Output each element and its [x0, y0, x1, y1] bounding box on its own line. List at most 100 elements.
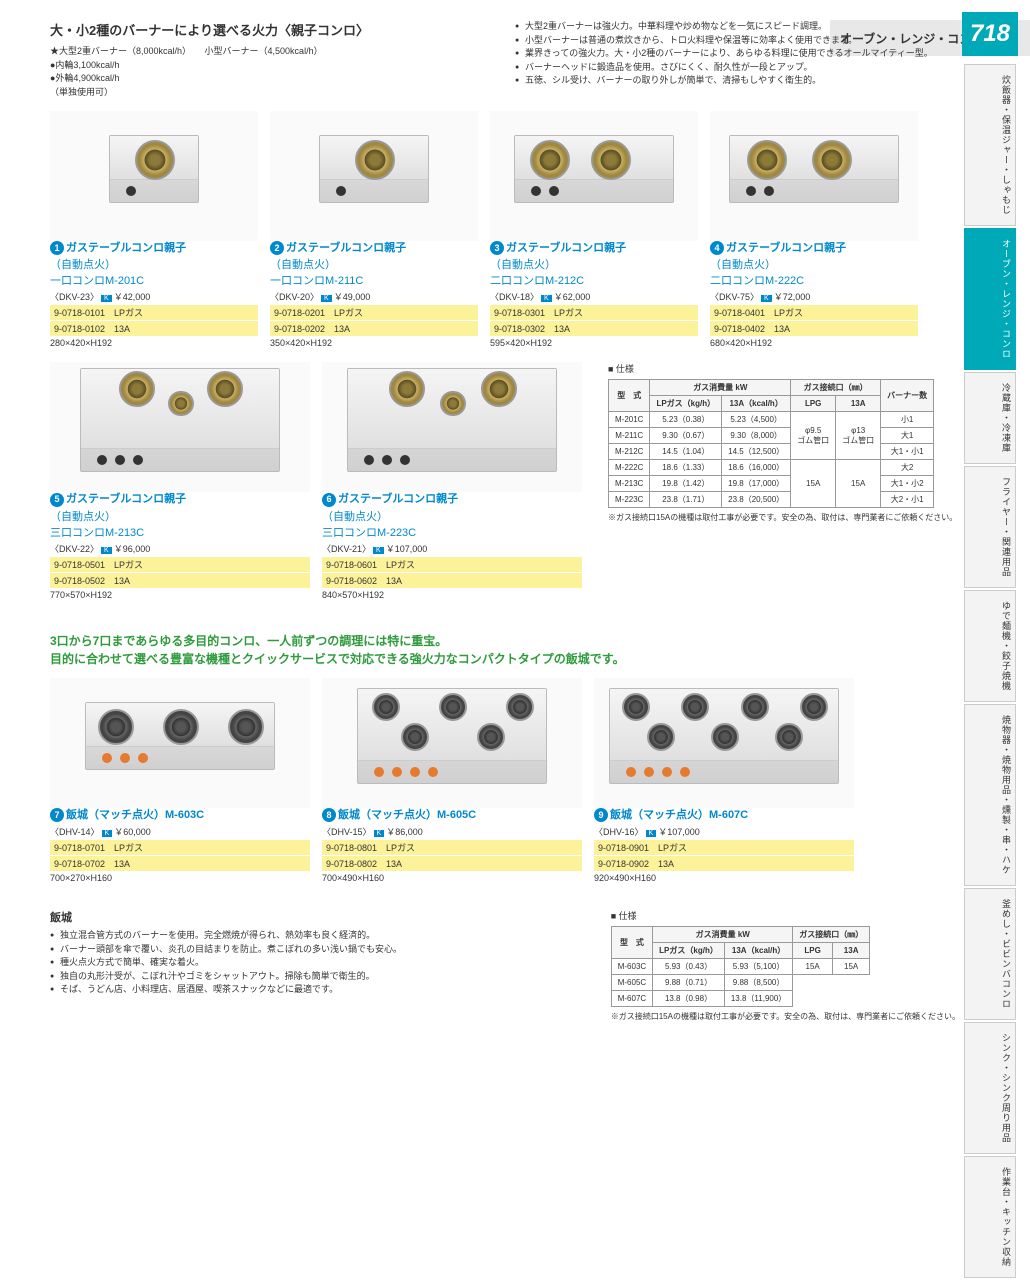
th: ガス消費量 kW — [650, 380, 791, 396]
td: 13.8（0.98） — [653, 991, 725, 1007]
products-row-2: 5ガステーブルコンロ親子 （自動点火）三口コンロM-213C 〈DKV-22〉K… — [50, 362, 960, 613]
product-code-line: 〈DKV-23〉K￥42,000 — [50, 290, 258, 303]
k-badge: K — [646, 830, 657, 837]
product-card: 1ガステーブルコンロ親子 （自動点火）一口コンロM-201C 〈DKV-23〉K… — [50, 111, 258, 348]
product-sku: 9-0718-0901 LPガス — [594, 840, 854, 855]
td: 19.8（1.42） — [650, 476, 722, 492]
product-sku: 9-0718-0802 13A — [322, 856, 582, 871]
th: 13A（kcal/h） — [724, 943, 792, 959]
td: M-222C — [609, 460, 650, 476]
product-card: 2ガステーブルコンロ親子 （自動点火）一口コンロM-211C 〈DKV-20〉K… — [270, 111, 478, 348]
product-sku: 9-0718-0702 13A — [50, 856, 310, 871]
product-title: 8飯城（マッチ点火）M-605C — [322, 808, 582, 823]
product-price: ￥107,000 — [386, 544, 428, 554]
bullet: バーナーヘッドに鍛造品を使用。さびにくく、耐久性が一段とアップ。 — [515, 61, 960, 75]
product-sku: 9-0718-0602 13A — [322, 573, 582, 588]
side-tab[interactable]: シンク・シンク周り用品 — [964, 1022, 1016, 1154]
th: LPG — [793, 943, 833, 959]
product-image — [490, 111, 698, 241]
product-price: ￥86,000 — [386, 827, 423, 837]
product-image — [322, 362, 582, 492]
product-code-line: 〈DKV-21〉K￥107,000 — [322, 542, 582, 555]
side-tab[interactable]: 炊飯器・保温ジャー・しゃもじ — [964, 64, 1016, 226]
td: M-607C — [611, 991, 652, 1007]
product-number-badge: 1 — [50, 241, 64, 255]
product-price: ￥42,000 — [114, 292, 151, 302]
bullet: 独自の丸形汁受が、こぼれ汁やゴミをシャットアウト。掃除も簡単で衛生的。 — [50, 970, 581, 984]
spec-line: （単独使用可） — [50, 86, 495, 100]
product-code-line: 〈DKV-22〉K￥96,000 — [50, 542, 310, 555]
bullet: 五徳、シル受け、バーナーの取り外しが簡単で、清掃もしやすく衛生的。 — [515, 74, 960, 88]
product-card: 4ガステーブルコンロ親子 （自動点火）二口コンロM-222C 〈DKV-75〉K… — [710, 111, 918, 348]
td: 15A — [836, 460, 881, 508]
td: M-211C — [609, 428, 650, 444]
product-sku: 9-0718-0902 13A — [594, 856, 854, 871]
product-image — [710, 111, 918, 241]
green-line: 目的に合わせて選べる豊富な機種とクイックサービスで対応できる強火力なコンパクトタ… — [50, 650, 960, 668]
product-title: 9飯城（マッチ点火）M-607C — [594, 808, 854, 823]
product-title: 1ガステーブルコンロ親子 — [50, 241, 258, 256]
spec-line: ●外輪4,900kcal/h — [50, 72, 495, 86]
spec-table-2-wrap: ■ 仕様型 式ガス消費量 kWガス接続口（㎜）LPガス（kg/h）13A（kca… — [611, 909, 960, 1022]
product-subtitle: （自動点火） — [50, 508, 310, 524]
product-card: 7飯城（マッチ点火）M-603C 〈DHV-14〉K￥60,000 9-0718… — [50, 678, 310, 883]
side-tab[interactable]: 作業台・キッチン収納 — [964, 1156, 1016, 1278]
product-image — [50, 362, 310, 492]
section-intro-green: 3口から7口まであらゆる多目的コンロ、一人前ずつの調理には特に重宝。目的に合わせ… — [50, 632, 960, 668]
product-number-badge: 2 — [270, 241, 284, 255]
th: 13A（kcal/h） — [722, 396, 791, 412]
side-tab[interactable]: 冷蔵庫・冷凍庫 — [964, 372, 1016, 464]
td: 大1・小1 — [881, 444, 934, 460]
product-number-badge: 9 — [594, 808, 608, 822]
product-price: ￥107,000 — [658, 827, 700, 837]
product-image — [270, 111, 478, 241]
th: ガス接続口（㎜） — [793, 927, 870, 943]
td: M-212C — [609, 444, 650, 460]
side-tab[interactable]: 焼物器・焼物用品・燻製・串・ハケ — [964, 704, 1016, 886]
k-badge: K — [321, 295, 332, 302]
th: 型 式 — [609, 380, 650, 412]
product-image — [322, 678, 582, 808]
product-number-badge: 8 — [322, 808, 336, 822]
product-number-badge: 6 — [322, 493, 336, 507]
td: φ13ゴム管口 — [836, 412, 881, 460]
product-code-line: 〈DKV-20〉K￥49,000 — [270, 290, 478, 303]
product-sku: 9-0718-0302 13A — [490, 321, 698, 336]
th: LPガス（kg/h） — [650, 396, 722, 412]
td: 15A — [791, 460, 836, 508]
product-code-line: 〈DHV-14〉K￥60,000 — [50, 825, 310, 838]
product-number-badge: 7 — [50, 808, 64, 822]
product-sku: 9-0718-0202 13A — [270, 321, 478, 336]
side-tab[interactable]: ゆで麺機・餃子焼機 — [964, 590, 1016, 702]
product-dimensions: 595×420×H192 — [490, 338, 698, 348]
hanson-title: 飯城 — [50, 909, 581, 925]
td: M-213C — [609, 476, 650, 492]
k-badge: K — [373, 547, 384, 554]
spec-note: ※ガス接続口15Aの機種は取付工事が必要です。安全の為、取付は、専門業者にご依頼… — [608, 512, 957, 523]
burner-specs: ★大型2重バーナー（8,000kcal/h） 小型バーナー（4,500kcal/… — [50, 45, 495, 99]
side-tab[interactable]: フライヤー・関連用品 — [964, 466, 1016, 588]
td: 14.5（1.04） — [650, 444, 722, 460]
page-number: 718 — [962, 12, 1018, 56]
spec-note: ※ガス接続口15Aの機種は取付工事が必要です。安全の為、取付は、専門業者にご依頼… — [611, 1011, 960, 1022]
product-image — [50, 111, 258, 241]
product-title: 6ガステーブルコンロ親子 — [322, 492, 582, 507]
bullet: 大型2重バーナーは強火力。中華料理や炒め物などを一気にスピード調理。 — [515, 20, 960, 34]
th: ガス接続口（㎜） — [791, 380, 881, 396]
product-subtitle: （自動点火） — [270, 256, 478, 272]
bullet: 小型バーナーは普通の煮炊きから、トロ火料理や保温等に効率よく使用できます。 — [515, 34, 960, 48]
td: 19.8（17,000） — [722, 476, 791, 492]
product-model: 一口コンロM-211C — [270, 272, 478, 288]
spec-line: ●内輪3,100kcal/h — [50, 59, 495, 73]
side-tab[interactable]: オーブン・レンジ・コンロ — [964, 228, 1016, 370]
th: 13A — [836, 396, 881, 412]
td: 15A — [832, 959, 869, 975]
side-tab[interactable]: 釜めし・ビビンバコンロ — [964, 888, 1016, 1020]
td: 5.93（5,100） — [724, 959, 792, 975]
td: 大1 — [881, 428, 934, 444]
product-dimensions: 350×420×H192 — [270, 338, 478, 348]
bottom-row: 飯城 独立混合管方式のバーナーを使用。完全燃焼が得られ、熱効率も良く経済的。バー… — [50, 909, 960, 1022]
product-model: 三口コンロM-213C — [50, 524, 310, 540]
th: 型 式 — [611, 927, 652, 959]
product-title: 4ガステーブルコンロ親子 — [710, 241, 918, 256]
